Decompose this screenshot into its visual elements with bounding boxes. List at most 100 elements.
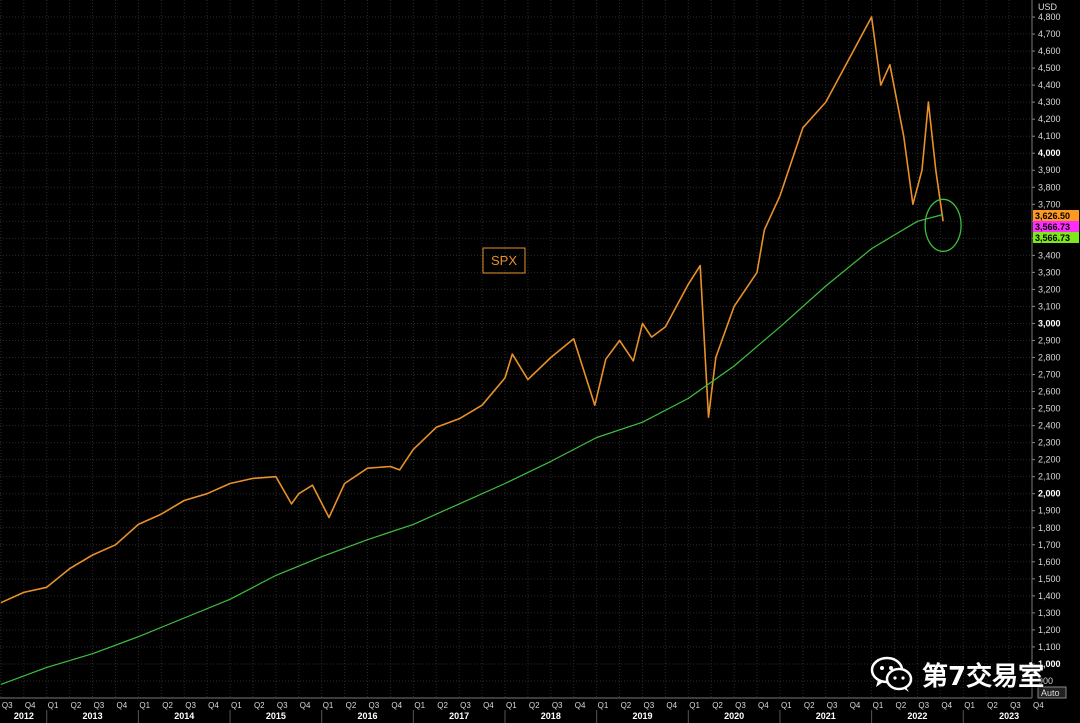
y-tick-label: 2,700 — [1038, 370, 1061, 380]
quarter-label: Q2 — [529, 701, 540, 710]
quarter-label: Q4 — [25, 701, 36, 710]
year-label: 2023 — [999, 711, 1019, 721]
y-tick-label: 2,800 — [1038, 353, 1061, 363]
quarter-label: Q4 — [391, 701, 402, 710]
quarter-label: Q3 — [460, 701, 471, 710]
quarter-label: Q1 — [231, 701, 242, 710]
year-label: 2016 — [358, 711, 378, 721]
y-tick-label: 1,200 — [1038, 625, 1061, 635]
currency-label: USD — [1038, 2, 1058, 12]
quarter-label: Q3 — [918, 701, 929, 710]
quarter-label: Q2 — [162, 701, 173, 710]
quarter-label: Q3 — [735, 701, 746, 710]
quarter-label: Q4 — [941, 701, 952, 710]
quarter-label: Q4 — [1033, 701, 1044, 710]
quarter-label: Q4 — [758, 701, 769, 710]
legend-label: SPX — [491, 253, 517, 268]
y-tick-label: 2,300 — [1038, 438, 1061, 448]
series-layer — [0, 16, 944, 685]
quarter-label: Q4 — [850, 701, 861, 710]
year-label: 2014 — [174, 711, 194, 721]
y-tick-label: 4,400 — [1038, 80, 1061, 90]
y-tick-label: 4,600 — [1038, 46, 1061, 56]
quarter-label: Q4 — [208, 701, 219, 710]
last-value-label: 3,566.73 — [1035, 233, 1070, 243]
last-value-bg — [1033, 232, 1079, 243]
last-value-tag: 3,626.50 — [1033, 210, 1079, 221]
year-label: 2018 — [541, 711, 561, 721]
y-tick-label: 3,200 — [1038, 284, 1061, 294]
y-tick-label: 4,500 — [1038, 63, 1061, 73]
y-tick-label: 2,400 — [1038, 421, 1061, 431]
x-axis: Q3 Q4 Q1 Q2 Q3 Q4 Q1 Q2 Q3 Q4 Q1 Q2 Q3 Q4 Q1 Q2 Q3 Q4 Q1 Q2… — [0, 697, 1044, 723]
year-label: 2019 — [632, 711, 652, 721]
highlight-circle — [924, 198, 962, 252]
horizontal-gridlines — [0, 16, 1032, 682]
quarter-label: Q3 — [369, 701, 380, 710]
y-tick-label: 3,800 — [1038, 182, 1061, 192]
quarter-label: Q3 — [94, 701, 105, 710]
y-tick-label: 1,900 — [1038, 506, 1061, 516]
last-value-bg — [1033, 210, 1079, 221]
quarter-label: Q1 — [414, 701, 425, 710]
quarter-label: Q1 — [964, 701, 975, 710]
y-tick-label: 3,900 — [1038, 165, 1061, 175]
quarter-label: Q2 — [987, 701, 998, 710]
y-tick-label: 3,300 — [1038, 267, 1061, 277]
y-tick-label: 3,000 — [1038, 318, 1061, 328]
y-tick-label: 1,000 — [1038, 659, 1061, 669]
quarter-label: Q1 — [139, 701, 150, 710]
watermark: 第7交易室 — [870, 654, 1044, 694]
quarter-label: Q1 — [598, 701, 609, 710]
series-legend: SPX — [482, 247, 526, 274]
y-tick-label: 2,500 — [1038, 404, 1061, 414]
scale-mode-box — [1037, 686, 1067, 699]
last-value-tag: 3,566.73 — [1033, 221, 1079, 232]
y-tick-label: 4,300 — [1038, 97, 1061, 107]
quarter-label: Q3 — [827, 701, 838, 710]
quarter-label: Q3 — [1010, 701, 1021, 710]
quarter-label: Q1 — [873, 701, 884, 710]
year-label: 2013 — [83, 711, 103, 721]
y-tick-label: 4,000 — [1038, 148, 1061, 158]
y-tick-label: 1,300 — [1038, 608, 1061, 618]
quarter-label: Q3 — [643, 701, 654, 710]
quarter-label: Q4 — [483, 701, 494, 710]
quarter-label: Q2 — [621, 701, 632, 710]
scale-mode-label: Auto — [1041, 688, 1060, 698]
quarter-label: Q1 — [323, 701, 334, 710]
quarter-label: Q1 — [781, 701, 792, 710]
quarter-label: Q4 — [116, 701, 127, 710]
y-tick-label: 2,000 — [1038, 489, 1061, 499]
y-tick-label: 4,100 — [1038, 131, 1061, 141]
year-label: 2015 — [266, 711, 286, 721]
y-tick-label: 3,400 — [1038, 250, 1061, 260]
y-tick-label: 3,100 — [1038, 301, 1061, 311]
quarter-label: Q2 — [804, 701, 815, 710]
legend-box — [482, 247, 526, 274]
y-tick-label: 1,700 — [1038, 540, 1061, 550]
y-tick-label: 4,800 — [1038, 12, 1061, 22]
last-value-label: 3,566.73 — [1035, 222, 1070, 232]
quarter-label: Q4 — [666, 701, 677, 710]
last-value-label: 3,626.50 — [1035, 211, 1070, 221]
quarter-label: Q2 — [896, 701, 907, 710]
y-axis: 900 1,000 1,100 1,200 1,300 1,400 1,500 1,600 1,… — [1031, 0, 1079, 699]
y-tick-label: 1,600 — [1038, 557, 1061, 567]
year-label: 2022 — [907, 711, 927, 721]
quarter-label: Q1 — [506, 701, 517, 710]
y-tick-label: 900 — [1038, 676, 1053, 686]
last-value-bg — [1033, 221, 1079, 232]
y-tick-label: 1,100 — [1038, 642, 1061, 652]
y-tick-label: 3,700 — [1038, 199, 1061, 209]
y-tick-label: 1,400 — [1038, 591, 1061, 601]
y-tick-label: 4,200 — [1038, 114, 1061, 124]
year-label: 2021 — [816, 711, 836, 721]
watermark-text: 第7交易室 — [922, 661, 1045, 692]
y-tick-label: 4,700 — [1038, 29, 1061, 39]
y-tick-label: 2,100 — [1038, 472, 1061, 482]
quarter-label: Q4 — [575, 701, 586, 710]
y-tick-label: 2,900 — [1038, 335, 1061, 345]
